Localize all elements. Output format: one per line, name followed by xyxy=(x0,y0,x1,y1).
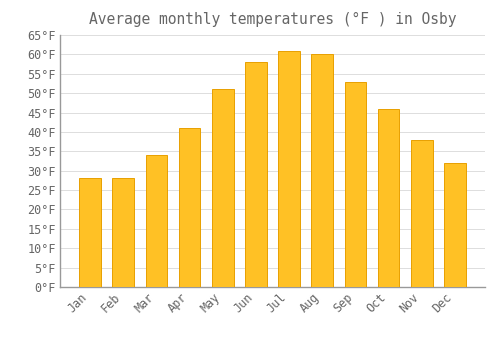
Bar xyxy=(112,178,134,287)
Bar xyxy=(344,82,366,287)
Bar xyxy=(179,128,201,287)
Bar xyxy=(80,178,101,287)
Bar xyxy=(278,50,300,287)
Bar xyxy=(312,54,333,287)
Bar xyxy=(245,62,266,287)
Title: Average monthly temperatures (°F ) in Osby: Average monthly temperatures (°F ) in Os… xyxy=(89,12,456,27)
Bar xyxy=(146,155,167,287)
Bar xyxy=(411,140,432,287)
Bar xyxy=(444,163,466,287)
Bar xyxy=(212,89,234,287)
Bar xyxy=(378,108,400,287)
